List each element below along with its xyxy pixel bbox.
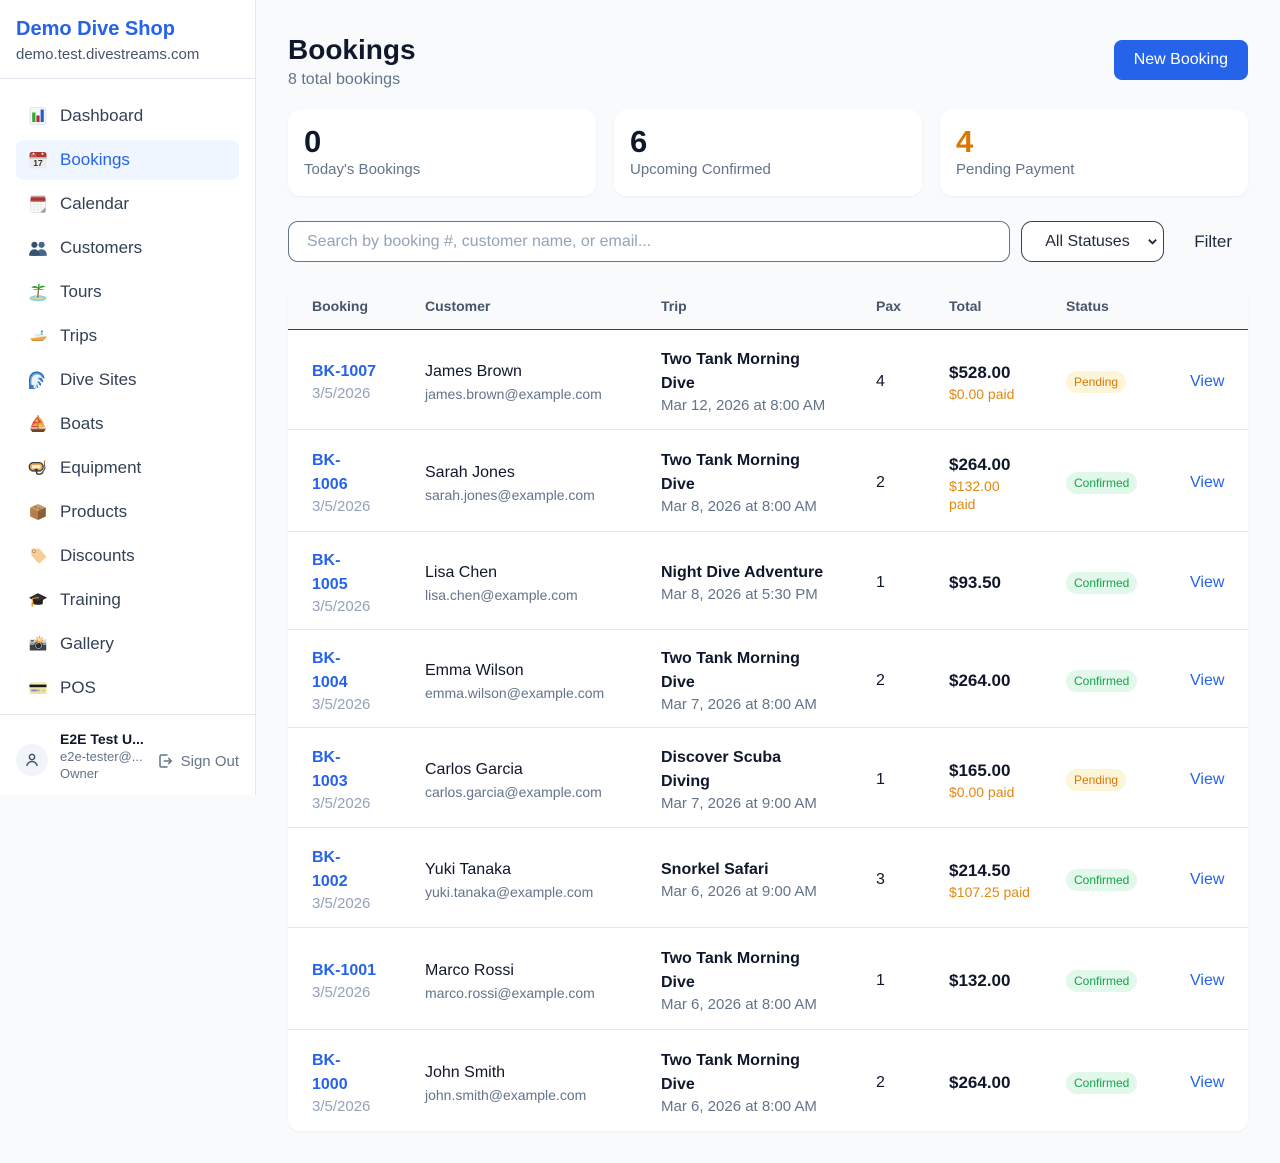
svg-text:JUL: JUL <box>30 154 36 158</box>
svg-text:17: 17 <box>33 158 43 168</box>
